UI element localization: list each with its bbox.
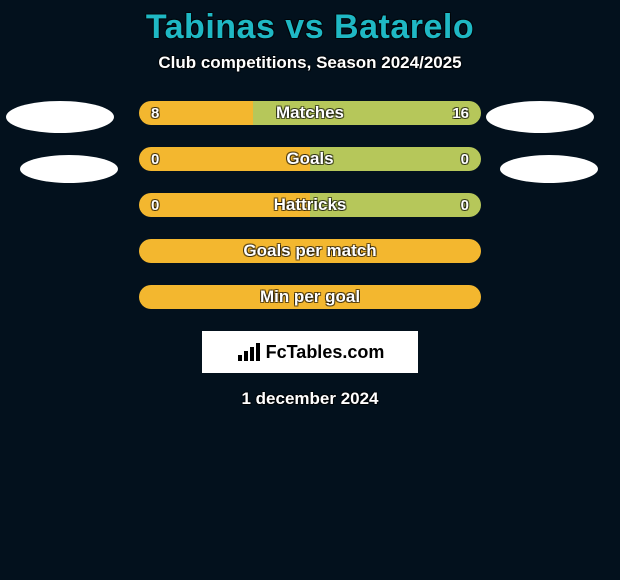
player-right-oval-1 xyxy=(486,101,594,133)
player-left-oval-2 xyxy=(20,155,118,183)
stat-bar: Hattricks0 0 xyxy=(139,193,481,217)
stat-value-right: 16 xyxy=(452,101,469,125)
compare-area: Matches816Goals00Hattricks00Goals per ma… xyxy=(0,101,620,309)
stat-value-left: 0 xyxy=(151,147,159,171)
player-right-oval-2 xyxy=(500,155,598,183)
logo-text: FcTables.com xyxy=(266,342,385,363)
stat-value-right: 0 xyxy=(461,147,469,171)
bars-icon xyxy=(236,341,262,363)
stat-label: Hattricks xyxy=(139,193,481,217)
subtitle: Club competitions, Season 2024/2025 xyxy=(0,53,620,73)
page-title: Tabinas vs Batarelo xyxy=(0,0,620,47)
stat-bars: Matches816Goals00Hattricks00Goals per ma… xyxy=(139,101,481,309)
stat-label: Goals per match xyxy=(139,239,481,263)
stat-value-left: 8 xyxy=(151,101,159,125)
stat-label: Min per goal xyxy=(139,285,481,309)
stat-bar: Goals0 0 xyxy=(139,147,481,171)
stat-bar: Matches8 16 xyxy=(139,101,481,125)
player-left-oval-1 xyxy=(6,101,114,133)
stat-bar: Min per goal xyxy=(139,285,481,309)
date-text: 1 december 2024 xyxy=(0,389,620,409)
fctables-logo: FcTables.com xyxy=(202,331,418,373)
stat-value-right: 0 xyxy=(461,193,469,217)
comparison-card: Tabinas vs Batarelo Club competitions, S… xyxy=(0,0,620,580)
stat-bar: Goals per match xyxy=(139,239,481,263)
stat-label: Matches xyxy=(139,101,481,125)
stat-value-left: 0 xyxy=(151,193,159,217)
stat-label: Goals xyxy=(139,147,481,171)
